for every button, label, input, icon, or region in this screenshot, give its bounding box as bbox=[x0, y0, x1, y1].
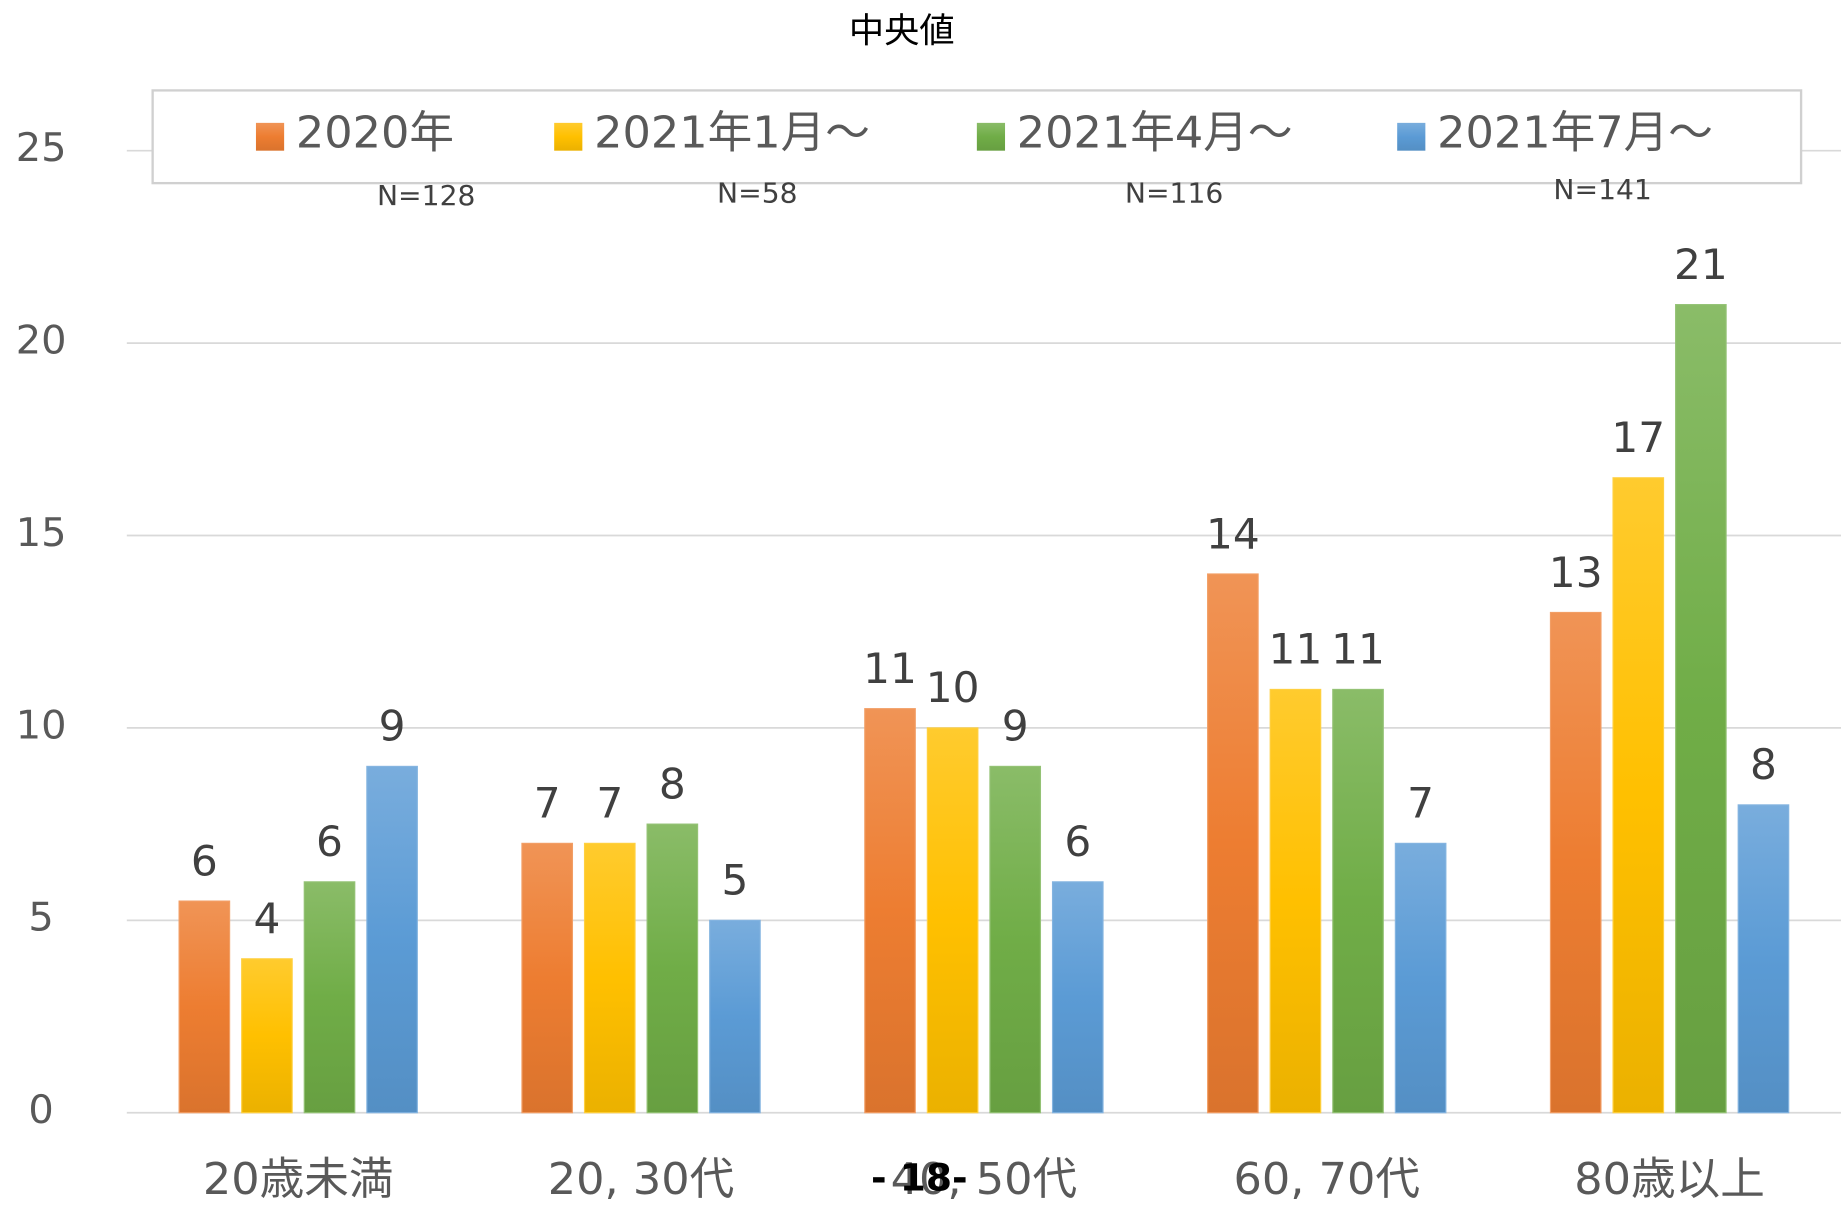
data-label: 4 bbox=[253, 894, 280, 943]
annotation: N=141 bbox=[1553, 173, 1651, 206]
y-tick-label: 5 bbox=[28, 895, 53, 941]
legend-box bbox=[151, 89, 1803, 185]
data-label: 6 bbox=[1064, 817, 1091, 866]
bar bbox=[989, 765, 1042, 1114]
data-label: 8 bbox=[659, 760, 686, 809]
data-label: 7 bbox=[1407, 779, 1434, 828]
bar bbox=[709, 919, 761, 1114]
bar bbox=[241, 958, 293, 1114]
legend-swatch bbox=[554, 122, 583, 151]
bar bbox=[1332, 688, 1384, 1114]
y-tick-label: 10 bbox=[16, 703, 67, 749]
legend-swatch bbox=[1397, 122, 1426, 151]
data-label: 6 bbox=[191, 837, 218, 886]
x-tick-label: 40, 50代 bbox=[891, 1154, 1078, 1205]
bar bbox=[521, 842, 574, 1114]
y-tick-label: 15 bbox=[16, 510, 67, 556]
bar bbox=[1737, 804, 1790, 1114]
y-tick-label: 25 bbox=[16, 125, 67, 171]
bar bbox=[864, 708, 916, 1114]
data-label: 11 bbox=[1269, 625, 1323, 674]
data-label: 13 bbox=[1549, 548, 1603, 597]
x-tick-label: 80歳以上 bbox=[1574, 1154, 1765, 1205]
annotation: N=58 bbox=[717, 177, 798, 210]
legend-swatch bbox=[976, 122, 1006, 151]
data-label: 10 bbox=[926, 663, 980, 712]
data-label: 14 bbox=[1206, 510, 1260, 559]
bar bbox=[1394, 842, 1447, 1114]
bar bbox=[178, 900, 231, 1114]
bar bbox=[1207, 573, 1259, 1114]
bar bbox=[1269, 688, 1322, 1114]
data-label: 7 bbox=[534, 779, 561, 828]
bar bbox=[303, 881, 356, 1114]
data-label: 5 bbox=[721, 856, 748, 905]
legend-label: 2021年4月～ bbox=[1017, 108, 1293, 159]
y-tick-label: 0 bbox=[28, 1087, 53, 1133]
data-label: 17 bbox=[1611, 413, 1665, 462]
data-label: 8 bbox=[1750, 740, 1777, 789]
data-label: 7 bbox=[596, 779, 623, 828]
data-label: 21 bbox=[1674, 240, 1728, 289]
bar bbox=[926, 727, 979, 1114]
bar bbox=[1675, 304, 1727, 1114]
data-label: 9 bbox=[379, 702, 406, 751]
bar bbox=[366, 765, 418, 1114]
legend-label: 2021年7月～ bbox=[1437, 108, 1713, 159]
data-label: 9 bbox=[1002, 702, 1029, 751]
bar bbox=[1549, 611, 1602, 1114]
bar bbox=[646, 823, 699, 1114]
page-number: - 18- bbox=[871, 1156, 968, 1200]
bar bbox=[1612, 477, 1665, 1114]
bar bbox=[583, 842, 636, 1114]
chart-title: 中央値 bbox=[849, 12, 955, 52]
data-label: 11 bbox=[1331, 625, 1385, 674]
legend-label: 2020年 bbox=[296, 108, 454, 159]
x-tick-label: 20, 30代 bbox=[548, 1154, 735, 1205]
bar bbox=[1051, 881, 1104, 1114]
y-tick-label: 20 bbox=[16, 318, 67, 364]
annotation: N=116 bbox=[1125, 177, 1223, 210]
legend-label: 2021年1月～ bbox=[594, 108, 870, 159]
legend-swatch bbox=[255, 122, 285, 151]
x-tick-label: 60, 70代 bbox=[1233, 1154, 1420, 1205]
x-tick-label: 20歳未満 bbox=[203, 1154, 394, 1205]
data-label: 6 bbox=[316, 817, 343, 866]
annotation: N=128 bbox=[377, 179, 475, 212]
data-label: 11 bbox=[863, 644, 917, 693]
